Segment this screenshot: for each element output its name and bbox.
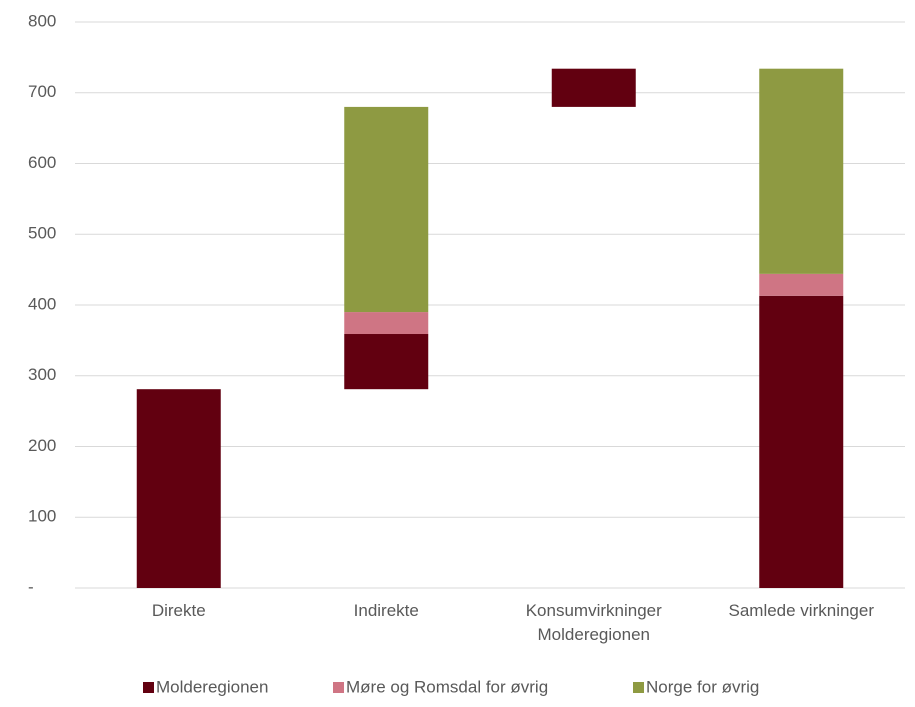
x-tick-label: Direkte (152, 601, 206, 620)
y-tick-label: 400 (28, 294, 56, 313)
bar-segment (759, 295, 844, 588)
bar-segment (344, 334, 429, 390)
legend-label: Møre og Romsdal for øvrig (346, 677, 548, 696)
legend-label: Molderegionen (156, 677, 268, 696)
bar-segment (759, 273, 844, 296)
legend-swatch (333, 682, 344, 693)
y-tick-label: 300 (28, 365, 56, 384)
legend-swatch (633, 682, 644, 693)
x-tick-label: Samlede virkninger (728, 601, 874, 620)
legend-label: Norge for øvrig (646, 677, 759, 696)
x-tick-label: Konsumvirkninger Molderegionen (526, 601, 662, 644)
y-tick-label: - (28, 577, 34, 596)
y-tick-label: 500 (28, 224, 56, 243)
y-tick-label: 100 (28, 507, 56, 526)
legend-swatch (143, 682, 154, 693)
x-tick-label: Indirekte (354, 601, 419, 620)
y-tick-label: 700 (28, 82, 56, 101)
bar-segment (136, 389, 221, 588)
bar-segment (759, 68, 844, 274)
bar-segment (551, 68, 636, 107)
y-tick-label: 600 (28, 153, 56, 172)
bar-segment (344, 312, 429, 335)
bar-segment (344, 106, 429, 313)
y-tick-label: 800 (28, 11, 56, 30)
y-tick-label: 200 (28, 436, 56, 455)
